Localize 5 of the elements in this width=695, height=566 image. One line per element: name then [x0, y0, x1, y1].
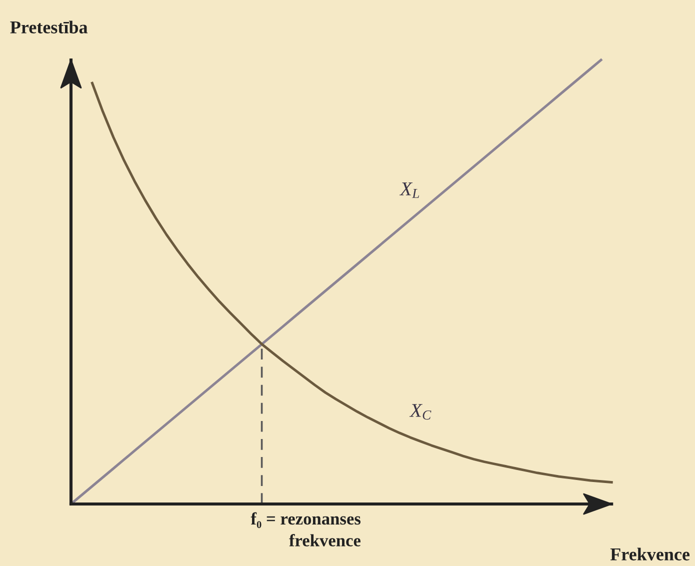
x-axis-title: Frekvence	[610, 548, 690, 560]
series-label: X$_{C}$	[409, 404, 432, 420]
y-axis-title: Pretestība	[10, 20, 88, 34]
series-label: X$_{L}$	[399, 182, 420, 198]
text: f₀ = rezonanses frekvence	[250, 512, 361, 546]
